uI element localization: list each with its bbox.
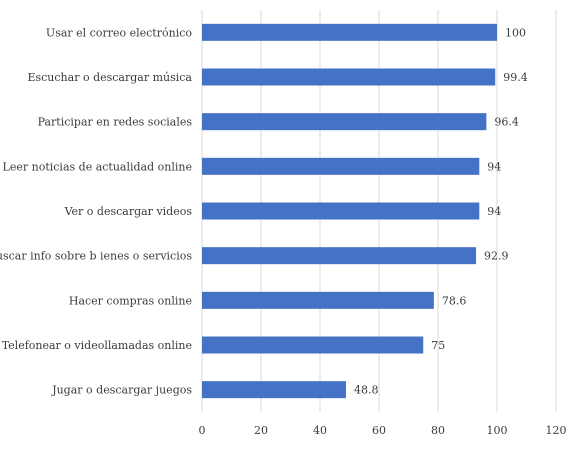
value-label: 99.4 (503, 71, 527, 84)
category-label: Leer noticias de actualidad online (3, 160, 192, 173)
category-label: Telefonear o videollamadas online (2, 339, 192, 352)
x-tick-label: 120 (546, 424, 567, 437)
value-labels: 100 99.4 96.4 94 94 92.9 78.6 75 48.8 (354, 26, 528, 396)
bar (202, 23, 497, 41)
bar (202, 113, 487, 131)
category-label: Usar el correo electrónico (46, 26, 192, 39)
value-label: 48.8 (354, 384, 379, 397)
value-label: 96.4 (494, 116, 519, 129)
value-label: 78.6 (442, 294, 467, 307)
x-tick-label: 20 (254, 424, 268, 437)
bar (202, 68, 496, 86)
value-label: 94 (487, 160, 501, 173)
bar (202, 291, 434, 309)
bar (202, 247, 477, 265)
x-tick-label: 40 (313, 424, 327, 437)
category-label: Escuchar o descargar música (27, 71, 192, 84)
value-label: 75 (431, 339, 445, 352)
bar (202, 381, 346, 399)
category-labels: Usar el correo electrónico Escuchar o des… (0, 26, 192, 396)
category-label: Buscar info sobre b ienes o servicios (0, 250, 192, 263)
x-tick-label: 0 (199, 424, 206, 437)
x-axis-tick-labels: 0 20 40 60 80 100 120 (199, 424, 567, 437)
bar (202, 336, 424, 354)
value-label: 100 (505, 26, 526, 39)
category-label: Participar en redes sociales (38, 116, 193, 129)
x-tick-label: 60 (372, 424, 386, 437)
category-label: Hacer compras online (69, 294, 192, 307)
bar (202, 202, 480, 220)
x-tick-label: 80 (431, 424, 445, 437)
x-tick-label: 100 (487, 424, 508, 437)
category-label: Ver o descargar videos (64, 205, 193, 218)
bars (202, 23, 497, 399)
category-label: Jugar o descargar juegos (51, 384, 192, 397)
value-label: 92.9 (484, 250, 509, 263)
value-label: 94 (487, 205, 501, 218)
bar (202, 157, 480, 175)
